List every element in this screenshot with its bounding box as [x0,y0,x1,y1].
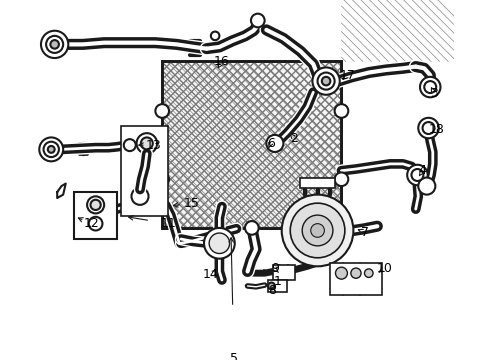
Circle shape [290,203,345,258]
Text: 12: 12 [83,217,99,230]
Circle shape [41,31,68,58]
Circle shape [155,104,169,118]
Text: 8: 8 [269,284,276,297]
Circle shape [124,139,136,151]
Circle shape [422,122,435,134]
Bar [273,265,294,280]
Circle shape [131,188,148,205]
Circle shape [141,138,153,149]
Text: 2: 2 [291,132,298,145]
Text: 5: 5 [230,352,238,360]
Circle shape [365,269,373,278]
Circle shape [336,267,347,279]
Circle shape [91,200,101,210]
Circle shape [209,233,230,253]
Text: 4: 4 [418,164,426,177]
Circle shape [39,138,63,161]
Circle shape [313,67,340,95]
Circle shape [351,268,361,278]
Circle shape [412,169,423,181]
Circle shape [48,146,55,153]
Circle shape [204,228,235,258]
Text: 3: 3 [431,87,439,100]
Circle shape [322,77,330,85]
Circle shape [251,14,265,27]
Circle shape [155,172,169,186]
Circle shape [211,32,220,40]
Bar [162,62,342,228]
Text: 17: 17 [340,69,355,82]
Circle shape [282,195,353,266]
Circle shape [87,196,104,213]
Circle shape [418,177,435,195]
Circle shape [407,165,428,185]
Circle shape [267,135,283,152]
Circle shape [44,142,59,157]
Circle shape [420,77,441,97]
Bar [121,126,168,216]
Text: 11: 11 [160,217,176,230]
Circle shape [46,36,63,53]
Text: 10: 10 [376,262,392,275]
Bar [162,62,342,228]
Bar [330,263,382,295]
Text: 6: 6 [267,137,274,150]
Circle shape [335,104,348,118]
Circle shape [418,118,439,138]
Text: 9: 9 [271,262,279,275]
Circle shape [424,81,436,93]
Text: 1: 1 [273,275,281,288]
Circle shape [268,283,275,289]
Text: 7: 7 [361,226,368,239]
Circle shape [50,40,59,49]
Circle shape [311,224,324,237]
Circle shape [335,172,348,186]
Circle shape [318,73,335,90]
Text: 18: 18 [429,123,445,136]
Bar [268,280,287,292]
Bar [162,62,342,228]
Circle shape [137,133,157,154]
Text: 14: 14 [203,268,219,282]
Text: 16: 16 [214,55,230,68]
Circle shape [245,221,259,235]
Text: 13: 13 [146,139,162,152]
Bar [162,62,342,228]
Bar [74,192,117,239]
Circle shape [89,217,102,230]
Text: 15: 15 [183,197,199,210]
Circle shape [302,215,333,246]
Bar [300,177,335,188]
